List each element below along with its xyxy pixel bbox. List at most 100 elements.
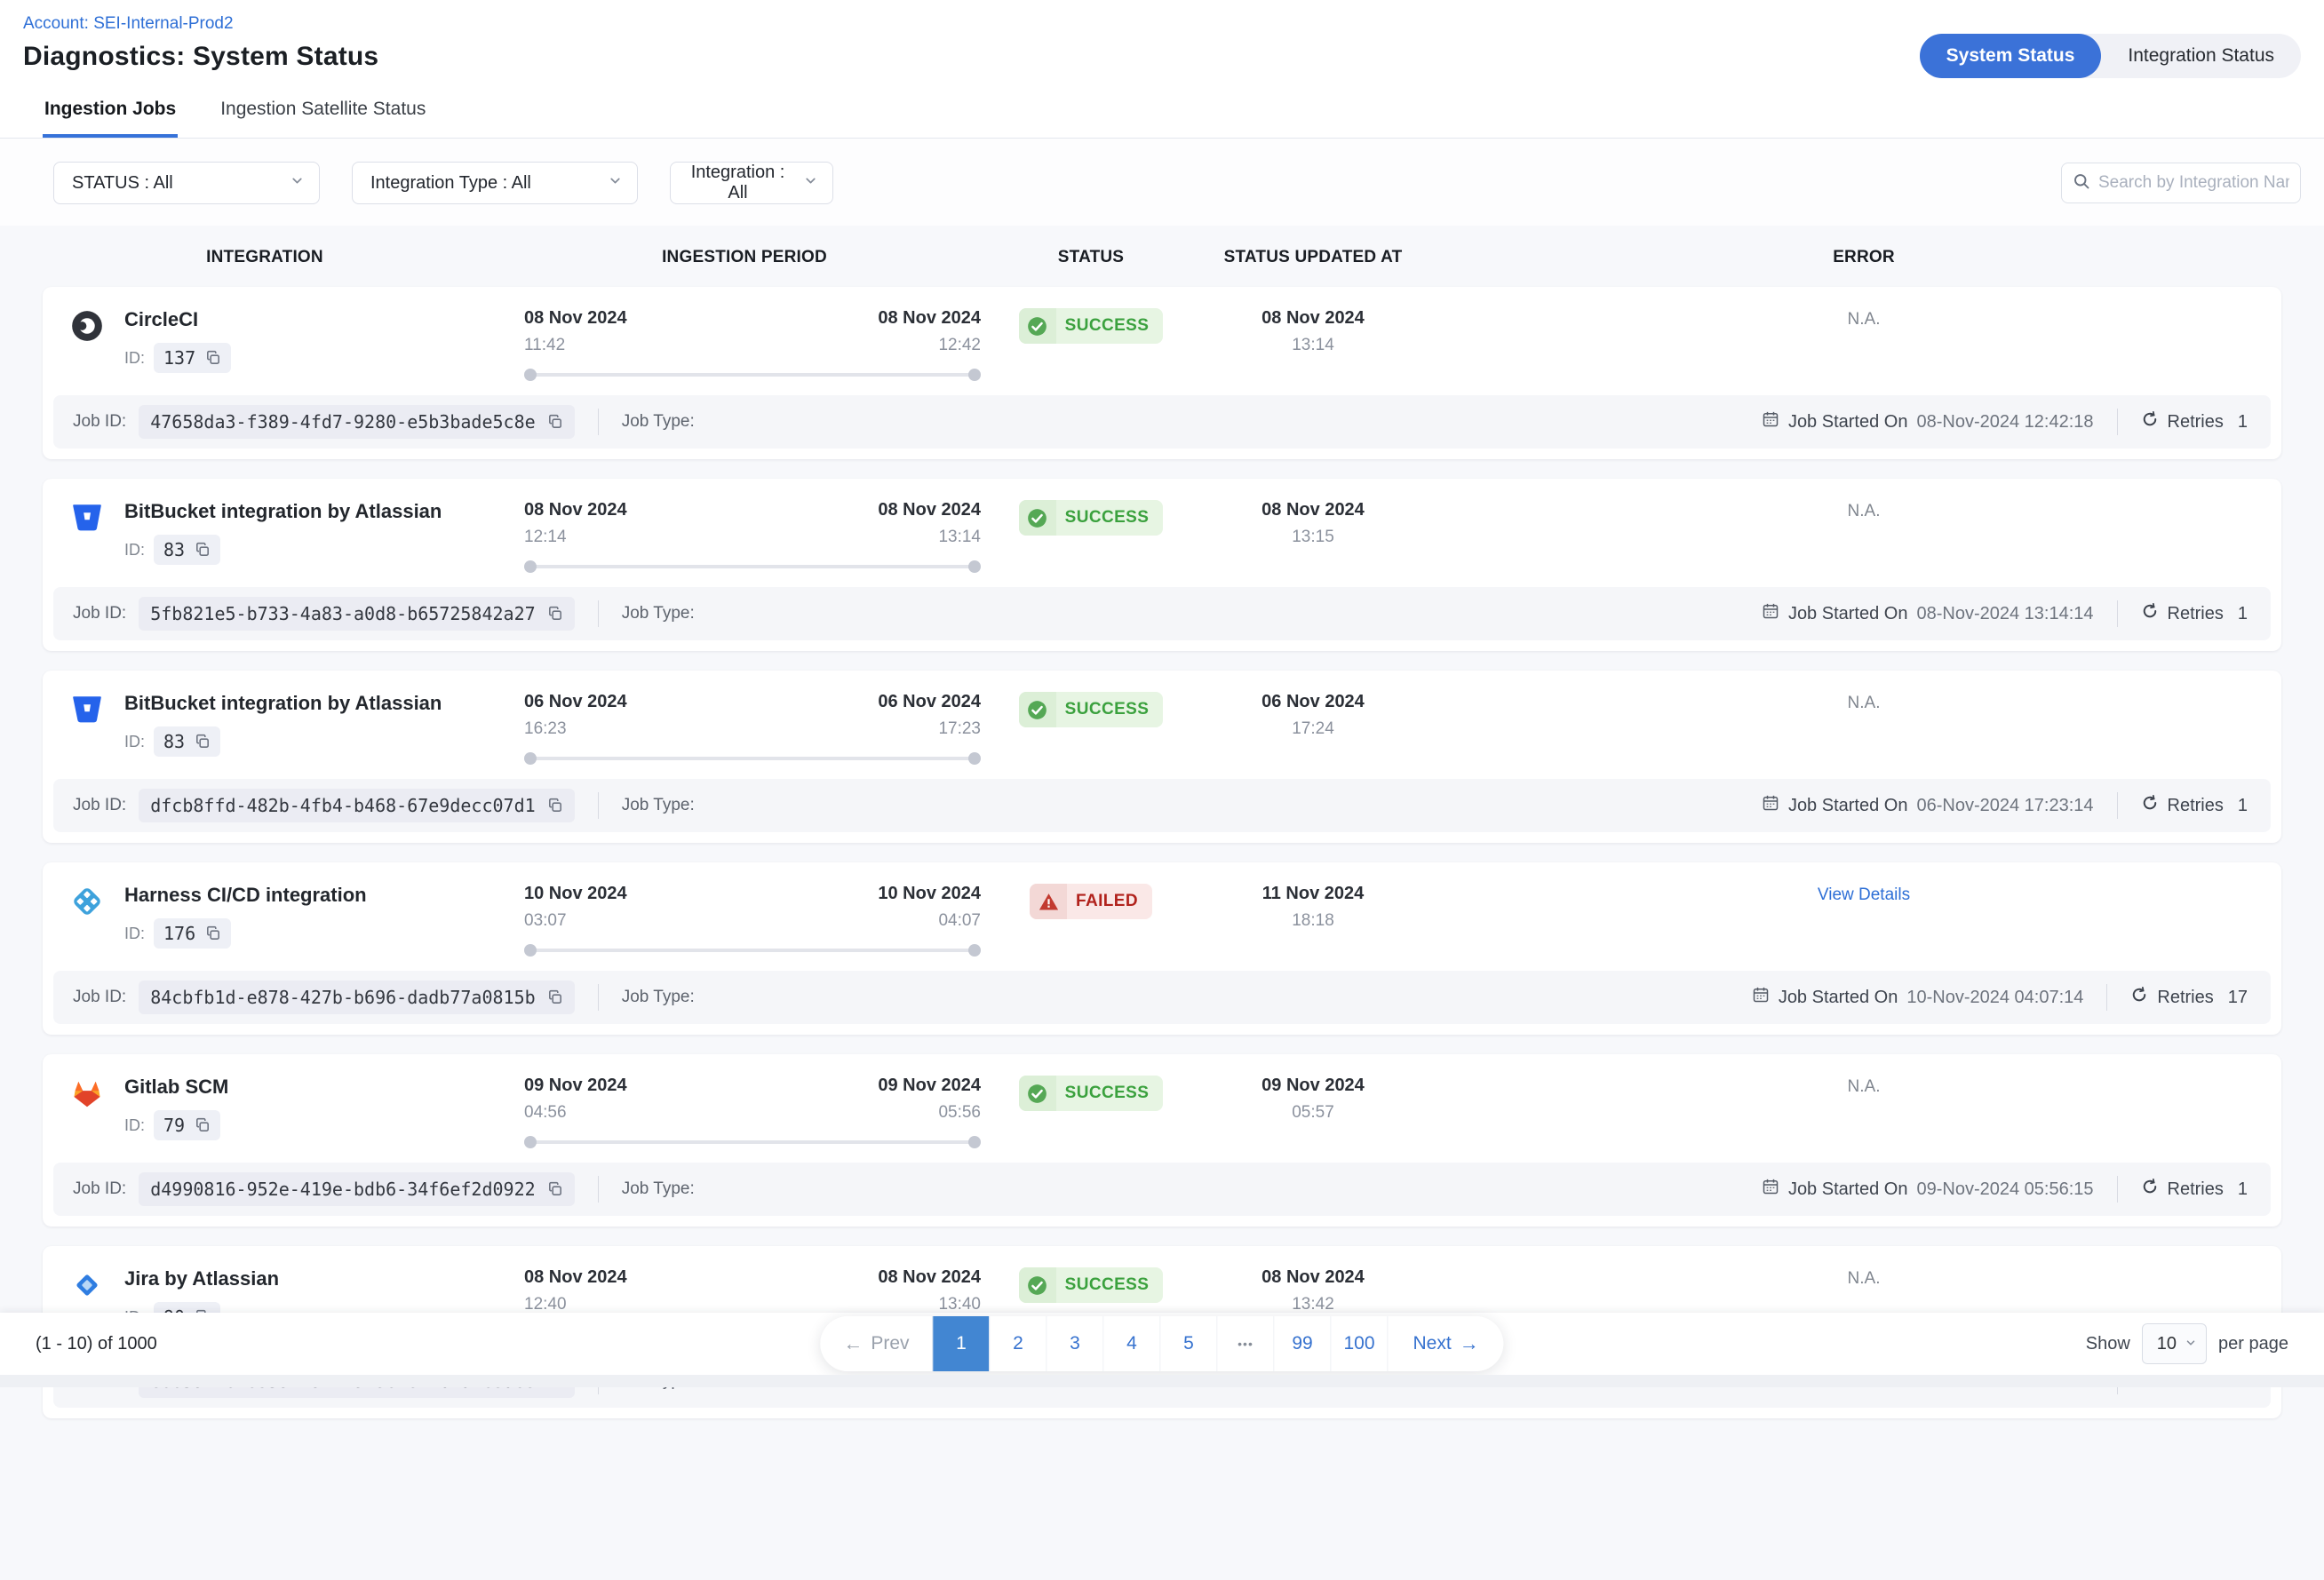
status-filter-dropdown[interactable]: STATUS : All [53, 162, 320, 204]
copy-id-icon[interactable] [195, 734, 211, 750]
copy-job-id-icon[interactable] [547, 798, 563, 814]
period-start-date: 06 Nov 2024 [524, 692, 627, 711]
period-end-time: 17:23 [938, 719, 981, 738]
period-end-date: 08 Nov 2024 [878, 500, 981, 520]
divider [597, 792, 599, 819]
integration-name: BitBucket integration by Atlassian [124, 692, 442, 714]
ingestion-period-cell: 10 Nov 2024 03:07 10 Nov 2024 04:07 [487, 882, 1002, 957]
integration-name: Gitlab SCM [124, 1076, 229, 1098]
updated-date: 08 Nov 2024 [1261, 1267, 1365, 1287]
per-page-label: per page [2218, 1333, 2288, 1354]
calendar-icon [1762, 410, 1779, 433]
ingestion-period-cell: 09 Nov 2024 04:56 09 Nov 2024 05:56 [487, 1074, 1002, 1148]
toggle-system-status[interactable]: System Status [1919, 34, 2102, 78]
copy-job-id-icon[interactable] [547, 414, 563, 430]
period-end-date: 08 Nov 2024 [878, 1267, 981, 1287]
next-page-button[interactable]: Next → [1387, 1316, 1504, 1371]
divider [2116, 600, 2118, 627]
integration-type-filter-dropdown[interactable]: Integration Type : All [352, 162, 638, 204]
integration-cell: Gitlab SCM ID: 79 [43, 1074, 487, 1140]
period-end-time: 04:07 [938, 911, 981, 930]
chevron-down-icon [803, 173, 818, 194]
period-end-time: 13:40 [938, 1295, 981, 1314]
integration-name: Harness CI/CD integration [124, 884, 367, 906]
page-button-99[interactable]: 99 [1273, 1316, 1331, 1371]
job-id-label: Job ID: [73, 412, 127, 431]
retries-icon [2141, 1178, 2159, 1201]
job-id-value: 5fb821e5-b733-4a83-a0d8-b65725842a27 [150, 603, 536, 624]
slider-handle-start [524, 944, 537, 957]
retries-count: 17 [2227, 987, 2248, 1007]
copy-id-icon[interactable] [195, 1117, 211, 1133]
job-type-label: Job Type: [621, 1179, 695, 1198]
copy-id-icon[interactable] [195, 542, 211, 558]
status-filter-label: STATUS : All [72, 172, 173, 193]
tab-ingestion-satellite-status[interactable]: Ingestion Satellite Status [220, 99, 426, 119]
page-buttons: 1 2 3 4 5 ••• 99 100 [932, 1316, 1388, 1371]
retries-icon [2141, 794, 2159, 817]
toggle-integration-status[interactable]: Integration Status [2101, 34, 2301, 78]
integration-filter-dropdown[interactable]: Integration : All [670, 162, 833, 204]
search-input[interactable] [2098, 173, 2289, 193]
slider-handle-start [524, 1136, 537, 1148]
copy-job-id-icon[interactable] [547, 989, 563, 1005]
tab-bar: Ingestion Jobs Ingestion Satellite Statu… [0, 93, 2324, 139]
page-size-select[interactable]: 10 [2141, 1323, 2208, 1364]
status-updated-cell: 09 Nov 2024 05:57 [1180, 1074, 1446, 1123]
status-cell: SUCCESS [1002, 498, 1180, 536]
page-button-100[interactable]: 100 [1330, 1316, 1388, 1371]
copy-job-id-icon[interactable] [547, 606, 563, 622]
copy-job-id-icon[interactable] [547, 1181, 563, 1197]
pagination-ellipsis[interactable]: ••• [1216, 1316, 1274, 1371]
status-badge-icon [1018, 500, 1056, 536]
period-start-time: 03:07 [524, 911, 567, 930]
divider [2116, 792, 2118, 819]
view-details-link[interactable]: View Details [1817, 885, 1911, 904]
page-button-4[interactable]: 4 [1102, 1316, 1160, 1371]
tab-ingestion-jobs[interactable]: Ingestion Jobs [43, 93, 179, 138]
integration-id-value: 79 [163, 1115, 186, 1136]
copy-id-icon[interactable] [205, 925, 221, 941]
job-id-pill: d4990816-952e-419e-bdb6-34f6ef2d0922 [139, 1172, 575, 1206]
error-value: N.A. [1847, 1077, 1881, 1096]
column-header-integration: INTEGRATION [206, 248, 323, 266]
integration-type-filter-label: Integration Type : All [370, 172, 531, 193]
account-breadcrumb-link[interactable]: Account: SEI-Internal-Prod2 [23, 14, 234, 33]
slider-handle-end [968, 1136, 981, 1148]
page-button-5[interactable]: 5 [1159, 1316, 1217, 1371]
jira-logo-icon [69, 1267, 105, 1303]
integration-cell: BitBucket integration by Atlassian ID: 8… [43, 690, 487, 757]
error-cell: N.A. [1446, 690, 2281, 713]
page-button-3[interactable]: 3 [1046, 1316, 1103, 1371]
integration-cell: BitBucket integration by Atlassian ID: 8… [43, 498, 487, 565]
job-type-label: Job Type: [621, 412, 695, 431]
copy-id-icon[interactable] [205, 350, 221, 366]
error-value: N.A. [1847, 694, 1881, 712]
updated-date: 06 Nov 2024 [1261, 692, 1365, 711]
retries-label: Retries [2167, 1179, 2224, 1199]
job-started-value: 06-Nov-2024 17:23:14 [1916, 795, 2094, 815]
period-start-date: 08 Nov 2024 [524, 308, 627, 328]
status-badge-icon [1018, 308, 1056, 344]
period-start-time: 12:40 [524, 1295, 567, 1314]
prev-page-button[interactable]: ← Prev [820, 1316, 933, 1371]
ingestion-period-cell: 08 Nov 2024 12:14 08 Nov 2024 13:14 [487, 498, 1002, 573]
integration-id-pill: 137 [154, 343, 232, 373]
status-cell: FAILED [1002, 882, 1180, 919]
error-cell: N.A. [1446, 1266, 2281, 1289]
integration-id-value: 83 [163, 539, 186, 560]
updated-time: 05:57 [1292, 1103, 1334, 1122]
integration-row: Harness CI/CD integration ID: 176 10 Nov… [43, 862, 2281, 1035]
page-button-1[interactable]: 1 [932, 1316, 990, 1371]
chevron-down-icon [290, 173, 305, 194]
integration-id-label: ID: [124, 348, 146, 367]
integration-id-value: 137 [163, 347, 196, 369]
job-started-value: 08-Nov-2024 12:42:18 [1916, 411, 2094, 432]
page-button-2[interactable]: 2 [989, 1316, 1047, 1371]
pager-control: ← Prev 1 2 3 4 5 ••• 99 100 Next → [820, 1316, 1504, 1371]
retries-label: Retries [2167, 411, 2224, 432]
job-type-label: Job Type: [621, 796, 695, 814]
status-badge-label: FAILED [1076, 892, 1138, 910]
circleci-logo-icon [69, 308, 105, 344]
bottom-strip [0, 1375, 2324, 1387]
